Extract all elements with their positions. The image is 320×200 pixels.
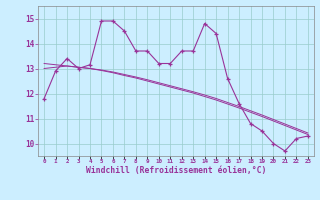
X-axis label: Windchill (Refroidissement éolien,°C): Windchill (Refroidissement éolien,°C) — [86, 166, 266, 175]
